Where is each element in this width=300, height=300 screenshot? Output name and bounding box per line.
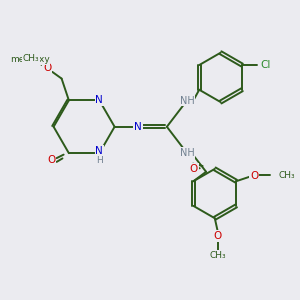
Text: CH₃: CH₃ [209, 251, 226, 260]
Text: NH: NH [180, 148, 195, 158]
Text: N: N [95, 146, 103, 156]
Text: CH₃: CH₃ [278, 171, 295, 180]
Text: O: O [190, 164, 198, 174]
Text: O: O [47, 155, 56, 165]
Text: H: H [96, 156, 103, 165]
Text: methoxy: methoxy [10, 55, 50, 64]
Text: O: O [214, 231, 222, 241]
Text: CH₃: CH₃ [23, 54, 39, 63]
Text: N: N [95, 95, 103, 105]
Text: NH: NH [180, 96, 195, 106]
Text: N: N [134, 122, 142, 132]
Text: O: O [43, 63, 51, 74]
Text: O: O [250, 171, 258, 181]
Text: Cl: Cl [261, 60, 271, 70]
